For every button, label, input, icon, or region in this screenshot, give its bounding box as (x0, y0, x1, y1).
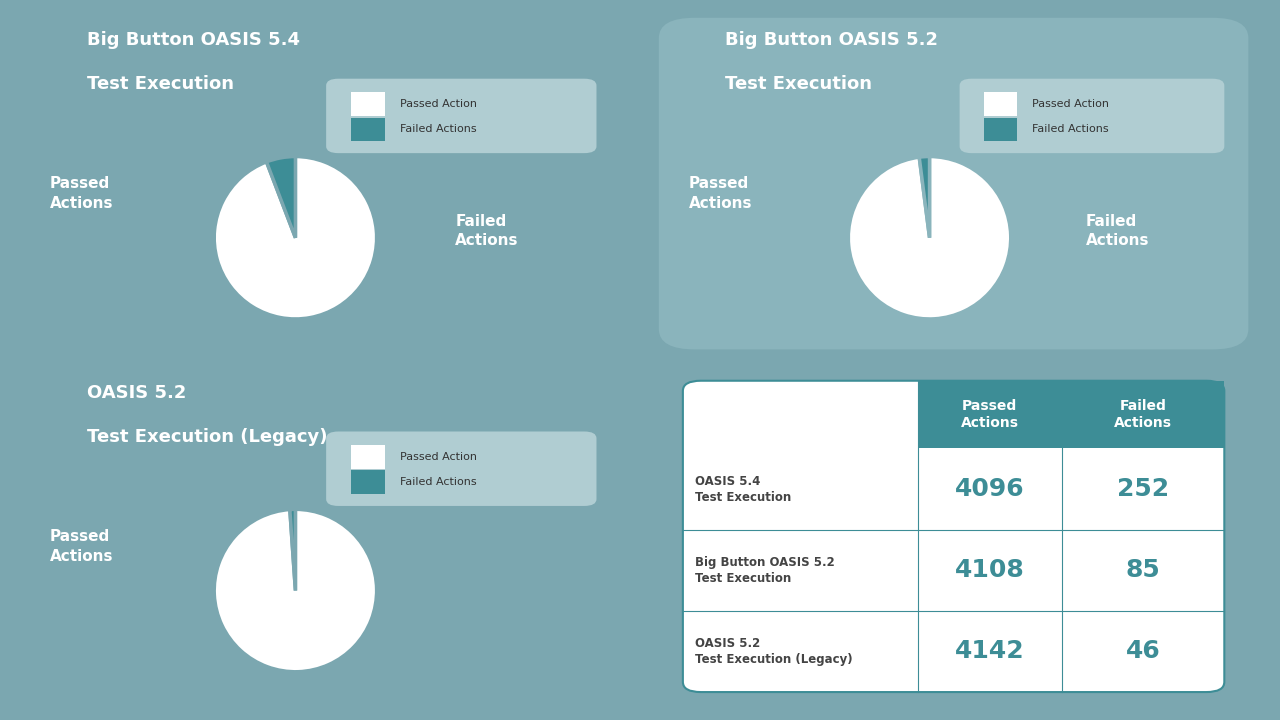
Text: 4096: 4096 (955, 477, 1024, 501)
Text: 4142: 4142 (955, 639, 1024, 663)
Text: Test Execution (Legacy): Test Execution (Legacy) (87, 428, 326, 446)
Text: Passed
Actions: Passed Actions (689, 176, 753, 211)
Text: Failed
Actions: Failed Actions (456, 214, 518, 248)
Text: Passed Action: Passed Action (399, 99, 477, 109)
Text: Big Button OASIS 5.4: Big Button OASIS 5.4 (87, 31, 300, 49)
Text: Passed
Actions: Passed Actions (50, 529, 113, 564)
Text: Passed Action: Passed Action (399, 452, 477, 462)
Text: Test Execution: Test Execution (87, 76, 233, 94)
FancyBboxPatch shape (19, 18, 621, 349)
Text: OASIS 5.2: OASIS 5.2 (87, 384, 186, 402)
FancyBboxPatch shape (351, 470, 384, 494)
Text: Big Button OASIS 5.2
Test Execution: Big Button OASIS 5.2 Test Execution (695, 556, 835, 585)
FancyBboxPatch shape (351, 92, 384, 116)
Text: Failed Actions: Failed Actions (399, 477, 476, 487)
Text: Passed Action: Passed Action (1032, 99, 1108, 109)
FancyBboxPatch shape (918, 381, 1062, 449)
Text: Failed Actions: Failed Actions (1032, 125, 1108, 135)
Wedge shape (214, 509, 376, 672)
Text: Failed
Actions: Failed Actions (1114, 399, 1172, 431)
FancyBboxPatch shape (960, 78, 1225, 153)
FancyBboxPatch shape (1062, 381, 1225, 449)
FancyBboxPatch shape (659, 371, 1248, 702)
FancyBboxPatch shape (984, 92, 1016, 116)
Wedge shape (289, 509, 296, 590)
FancyBboxPatch shape (351, 445, 384, 469)
Text: Failed
Actions: Failed Actions (1085, 214, 1149, 248)
FancyBboxPatch shape (326, 431, 596, 506)
FancyBboxPatch shape (351, 117, 384, 141)
FancyBboxPatch shape (659, 18, 1248, 349)
Text: 46: 46 (1125, 639, 1161, 663)
Wedge shape (266, 156, 296, 238)
FancyBboxPatch shape (326, 78, 596, 153)
Text: Failed Actions: Failed Actions (399, 125, 476, 135)
FancyBboxPatch shape (984, 117, 1016, 141)
Text: 4108: 4108 (955, 558, 1024, 582)
Wedge shape (214, 156, 376, 319)
Wedge shape (849, 156, 1011, 319)
FancyBboxPatch shape (19, 371, 621, 702)
Text: Passed
Actions: Passed Actions (50, 176, 113, 211)
Wedge shape (919, 156, 929, 238)
Text: Passed
Actions: Passed Actions (961, 399, 1019, 431)
Text: 252: 252 (1117, 477, 1169, 501)
FancyBboxPatch shape (684, 381, 1225, 692)
Text: Test Execution: Test Execution (724, 76, 872, 94)
Text: Big Button OASIS 5.2: Big Button OASIS 5.2 (724, 31, 938, 49)
Text: 85: 85 (1125, 558, 1161, 582)
Text: OASIS 5.2
Test Execution (Legacy): OASIS 5.2 Test Execution (Legacy) (695, 637, 852, 666)
Text: OASIS 5.4
Test Execution: OASIS 5.4 Test Execution (695, 474, 791, 503)
